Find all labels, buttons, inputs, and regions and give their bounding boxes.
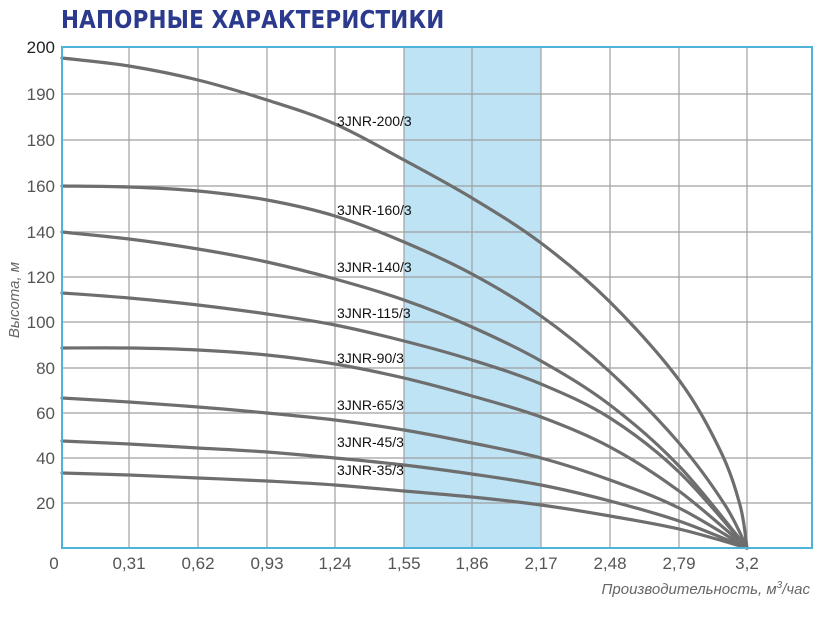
series-labels: 3JNR-200/3 3JNR-160/3 3JNR-140/3 3JNR-115/3… xyxy=(337,113,412,478)
x-tick-label: 1,86 xyxy=(455,554,488,573)
y-tick-label: 190 xyxy=(27,85,55,104)
x-axis-label: Производительность, м3/час xyxy=(602,580,811,598)
x-tick-label: 0 xyxy=(49,554,58,573)
plot-frame xyxy=(61,46,813,549)
series-label: 3JNR-35/3 xyxy=(337,462,404,478)
y-tick-label: 20 xyxy=(36,494,55,513)
series-label: 3JNR-140/3 xyxy=(337,259,412,275)
curve-3jnr-45-3 xyxy=(60,439,749,550)
curve-3jnr-140-3 xyxy=(60,230,749,550)
y-tick-label: 40 xyxy=(36,449,55,468)
grid-lines xyxy=(62,47,812,548)
y-tick-label: 200 xyxy=(27,38,55,57)
y-tick-label: 160 xyxy=(27,177,55,196)
curve-3jnr-35-3 xyxy=(60,471,749,550)
series-label: 3JNR-90/3 xyxy=(337,350,404,366)
x-tick-label: 0,62 xyxy=(181,554,214,573)
curve-3jnr-160-3 xyxy=(60,184,749,550)
y-tick-label: 60 xyxy=(36,404,55,423)
y-axis-label: Высота, м xyxy=(6,262,23,338)
frame-border xyxy=(61,46,813,549)
curves xyxy=(60,56,749,550)
y-tick-label: 180 xyxy=(27,131,55,150)
x-tick-label: 2,48 xyxy=(593,554,626,573)
series-label: 3JNR-115/3 xyxy=(337,305,411,321)
x-tick-label: 1,24 xyxy=(318,554,351,573)
x-tick-label: 3,2 xyxy=(735,554,759,573)
y-tick-label: 100 xyxy=(27,313,55,332)
series-label: 3JNR-200/3 xyxy=(337,113,412,129)
x-axis-ticks: 0 0,31 0,62 0,93 1,24 1,55 1,86 2,17 2,48 2,79 3,2 xyxy=(49,554,759,573)
y-tick-label: 120 xyxy=(27,268,55,287)
series-label: 3JNR-45/3 xyxy=(337,434,404,450)
x-tick-label: 0,93 xyxy=(250,554,283,573)
series-label: 3JNR-160/3 xyxy=(337,202,412,218)
curve-3jnr-65-3 xyxy=(60,396,749,550)
y-axis-ticks: 20 40 60 80 100 120 140 160 180 190 200 xyxy=(27,38,55,513)
chart-title: НАПОРНЫЕ ХАРАКТЕРИСТИКИ xyxy=(61,5,445,34)
x-tick-label: 0,31 xyxy=(112,554,145,573)
series-label: 3JNR-65/3 xyxy=(337,397,404,413)
curve-3jnr-90-3 xyxy=(60,346,749,550)
y-tick-label: 140 xyxy=(27,223,55,242)
curve-3jnr-115-3 xyxy=(60,291,749,550)
curve-3jnr-200-3 xyxy=(60,56,749,550)
x-tick-label: 2,79 xyxy=(662,554,695,573)
x-tick-label: 1,55 xyxy=(387,554,420,573)
x-tick-label: 2,17 xyxy=(524,554,557,573)
y-tick-label: 80 xyxy=(36,359,55,378)
